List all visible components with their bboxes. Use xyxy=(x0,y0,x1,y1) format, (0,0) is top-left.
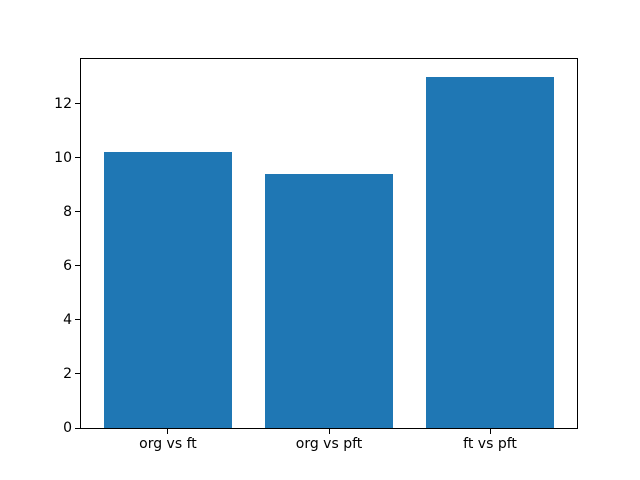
y-axis-tick-label: 2 xyxy=(63,365,72,382)
y-axis-tick-mark xyxy=(75,373,80,375)
bar-ft-vs-pft xyxy=(425,76,555,428)
y-axis-tick-label: 4 xyxy=(63,311,72,328)
y-axis-tick-mark xyxy=(75,319,80,321)
bar-org-vs-ft xyxy=(103,152,233,428)
x-axis-tick-mark xyxy=(328,429,330,434)
y-axis-tick-label: 10 xyxy=(54,149,72,166)
x-axis-category-label: org vs pft xyxy=(295,436,363,452)
y-axis-tick-mark xyxy=(75,157,80,159)
y-axis-tick-mark xyxy=(75,211,80,213)
y-axis-tick-label: 6 xyxy=(63,257,72,274)
x-axis-tick-mark xyxy=(489,429,491,434)
y-axis-tick-label: 0 xyxy=(63,420,72,436)
y-axis-tick-mark xyxy=(75,427,80,429)
y-axis-tick-mark xyxy=(75,265,80,267)
y-axis-tick-mark xyxy=(75,103,80,105)
bar-chart-plot-area: 0 2 4 6 8 10 12 org vs ft org vs pft ft vs pft xyxy=(54,58,578,451)
x-axis-category-label: ft vs pft xyxy=(463,436,517,452)
y-axis-tick-label: 12 xyxy=(54,95,72,112)
x-axis-tick-mark xyxy=(167,429,169,434)
x-axis-category-label: org vs ft xyxy=(139,436,197,452)
y-axis-tick-label: 8 xyxy=(63,203,72,220)
bar-org-vs-pft xyxy=(264,173,394,428)
